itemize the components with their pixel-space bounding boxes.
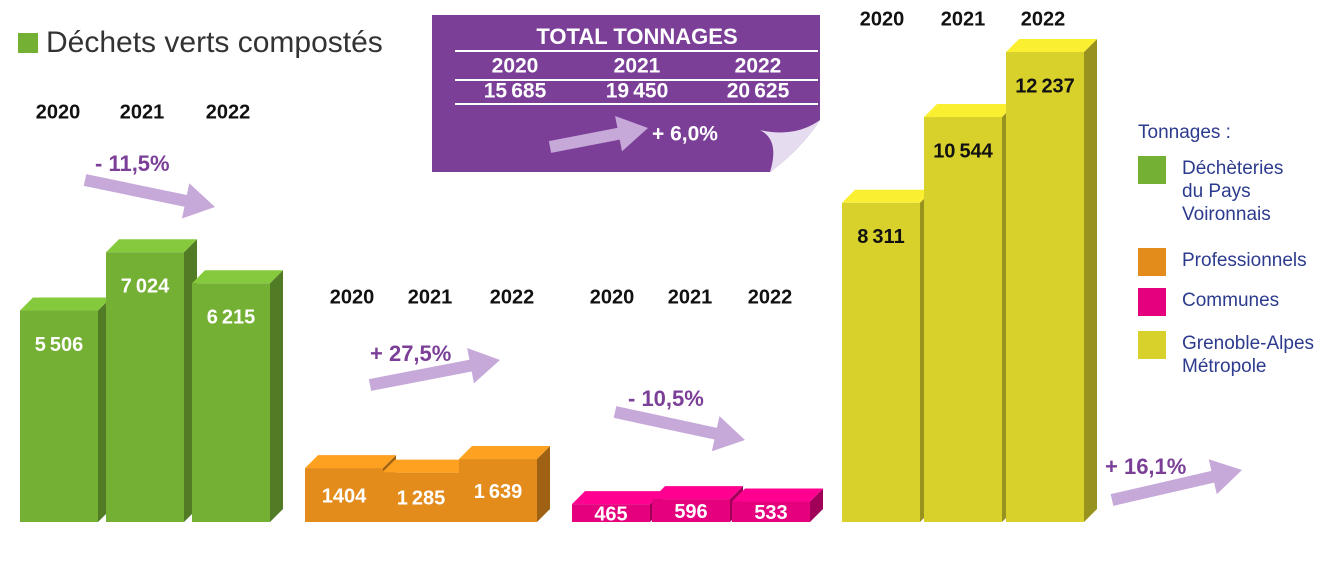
year-label: 2020 xyxy=(330,286,375,308)
year-label: 2020 xyxy=(860,8,905,30)
bar xyxy=(20,310,98,522)
bar-top xyxy=(842,189,933,203)
bar xyxy=(842,202,920,522)
total-year: 2020 xyxy=(492,55,539,78)
arrow xyxy=(548,116,648,153)
total-year: 2022 xyxy=(735,55,782,78)
value-label: 10 544 xyxy=(933,140,993,162)
value-label: 8 311 xyxy=(857,226,904,248)
bar-top xyxy=(652,486,743,500)
year-label: 2020 xyxy=(590,286,635,308)
change-label: + 16,1% xyxy=(1105,454,1186,479)
bar-side xyxy=(270,270,283,522)
bar xyxy=(732,501,810,522)
bar xyxy=(305,468,383,522)
bar xyxy=(459,459,537,522)
legend-label: Professionnels xyxy=(1182,250,1307,271)
arrow xyxy=(368,347,500,391)
year-label: 2022 xyxy=(748,286,793,308)
bar-top xyxy=(106,239,197,253)
bar xyxy=(106,252,184,522)
bar-side xyxy=(537,446,550,522)
legend-label: Communes xyxy=(1182,290,1280,311)
value-label: 6 215 xyxy=(207,307,256,329)
total-year: 2021 xyxy=(614,55,661,78)
chart-title: Déchets verts compostés xyxy=(46,26,383,59)
bar xyxy=(924,117,1002,522)
title-bullet xyxy=(18,33,38,53)
value-label: 533 xyxy=(754,502,787,524)
bar-top xyxy=(572,491,663,505)
year-label: 2021 xyxy=(120,101,165,123)
year-label: 2022 xyxy=(1021,8,1066,30)
bar-top xyxy=(305,455,396,469)
bar-top xyxy=(192,270,283,284)
year-label: 2022 xyxy=(490,286,535,308)
total-value: 15 685 xyxy=(484,80,547,103)
arrow xyxy=(613,406,745,452)
bar-side xyxy=(810,488,823,522)
total-value: 20 625 xyxy=(727,80,790,103)
year-label: 2021 xyxy=(941,8,986,30)
bar-top xyxy=(382,459,473,473)
bar xyxy=(1006,52,1084,522)
value-label: 1 639 xyxy=(474,481,523,503)
arrow xyxy=(83,174,216,219)
bar-top xyxy=(732,488,823,502)
legend-label: Grenoble-Alpes Métropole xyxy=(1182,333,1315,377)
year-label: 2020 xyxy=(36,101,81,123)
bar-top xyxy=(924,104,1015,118)
change-label: - 11,5% xyxy=(95,151,170,176)
value-label: 1404 xyxy=(322,485,367,507)
legend-swatch xyxy=(1138,288,1166,316)
bar-top xyxy=(1006,39,1097,52)
total-change: + 6,0% xyxy=(652,123,718,146)
year-label: 2021 xyxy=(668,286,713,308)
legend-swatch xyxy=(1138,331,1166,359)
legend-title: Tonnages : xyxy=(1138,122,1231,143)
legend-label: Déchèteries du Pays Voironnais xyxy=(1182,158,1284,225)
legend-swatch xyxy=(1138,248,1166,276)
value-label: 465 xyxy=(594,503,627,525)
value-label: 5 506 xyxy=(35,334,84,356)
change-label: + 27,5% xyxy=(370,341,451,366)
bar xyxy=(572,504,650,522)
total-value: 19 450 xyxy=(606,80,669,103)
bar-top xyxy=(459,446,550,460)
bar-top xyxy=(20,297,111,311)
value-label: 12 237 xyxy=(1015,75,1075,97)
value-label: 7 024 xyxy=(121,276,170,298)
total-title: TOTAL TONNAGES xyxy=(536,24,737,49)
bar-side xyxy=(1084,39,1097,522)
change-label: - 10,5% xyxy=(628,386,704,411)
year-label: 2021 xyxy=(408,286,453,308)
bar xyxy=(382,472,460,522)
bar xyxy=(192,283,270,522)
total-box-curl xyxy=(760,120,820,172)
value-label: 1 285 xyxy=(397,488,446,510)
bar xyxy=(652,499,730,522)
legend-swatch xyxy=(1138,156,1166,184)
year-label: 2022 xyxy=(206,101,251,123)
value-label: 596 xyxy=(674,501,707,523)
total-box xyxy=(432,15,820,172)
arrow xyxy=(1110,459,1242,506)
